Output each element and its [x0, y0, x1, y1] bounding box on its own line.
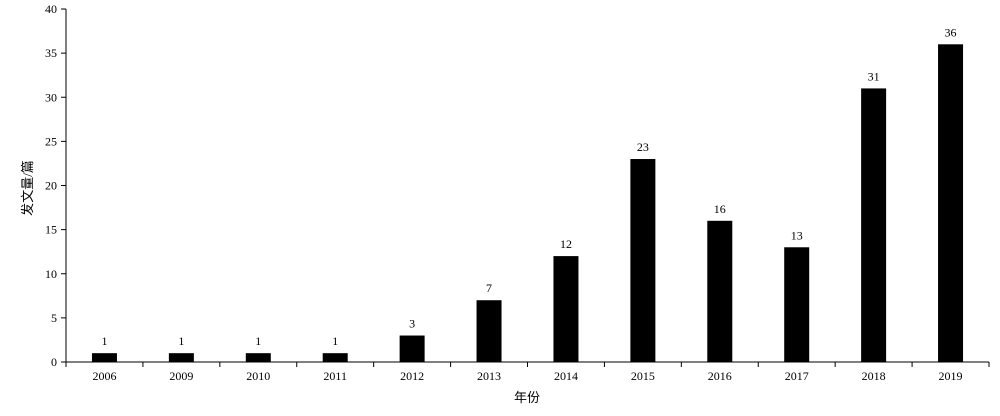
bar-2009	[168, 353, 194, 362]
x-tick-label: 2016	[708, 369, 732, 383]
y-tick-label: 10	[45, 267, 57, 281]
data-label-2017: 13	[791, 228, 803, 242]
bar-2006	[91, 353, 117, 362]
x-axis-title: 年份	[514, 390, 540, 405]
data-label-2009: 1	[178, 334, 184, 348]
y-tick-label: 25	[45, 134, 57, 148]
data-label-2014: 12	[560, 237, 572, 251]
bars-group	[91, 44, 964, 363]
x-tick-label: 2017	[785, 369, 809, 383]
x-tick-label: 2015	[631, 369, 655, 383]
data-label-2011: 1	[332, 334, 338, 348]
y-tick-label: 5	[51, 311, 57, 325]
y-tick-label: 30	[45, 90, 57, 104]
bar-2016	[707, 220, 733, 362]
bar-2018	[861, 88, 887, 363]
data-label-2013: 7	[486, 281, 492, 295]
x-tick-label: 2010	[246, 369, 270, 383]
x-tick-label: 2006	[92, 369, 116, 383]
bar-2010	[245, 353, 271, 362]
data-label-2012: 3	[409, 317, 415, 331]
y-tick-label: 20	[45, 179, 57, 193]
bar-2019	[938, 44, 964, 363]
bar-2017	[784, 247, 810, 362]
x-tick-label: 2014	[554, 369, 578, 383]
y-tick-label: 15	[45, 223, 57, 237]
y-tick-label: 35	[45, 46, 57, 60]
x-tick-label: 2019	[939, 369, 963, 383]
data-label-2019: 36	[945, 25, 957, 39]
bar-2014	[553, 256, 579, 362]
x-tick-label: 2012	[400, 369, 424, 383]
data-label-2006: 1	[101, 334, 107, 348]
y-tick-label: 40	[45, 2, 57, 16]
data-label-2015: 23	[637, 140, 649, 154]
x-tick-label: 2009	[169, 369, 193, 383]
x-axis: 2006 2009 2010 2011 2012 2013 2014 2015 2016 2017…	[65, 361, 990, 383]
x-tick-label: 2011	[323, 369, 347, 383]
bar-2011	[322, 353, 348, 362]
data-label-2018: 31	[868, 69, 880, 83]
x-tick-label: 2013	[477, 369, 501, 383]
bar-2013	[476, 300, 502, 362]
bar-2012	[399, 335, 425, 362]
y-axis: 0 5 10 15 20 25 30 35 40	[45, 2, 67, 369]
data-label-2016: 16	[714, 202, 726, 216]
x-tick-label: 2018	[862, 369, 886, 383]
bar-2015	[630, 159, 656, 362]
y-axis-title: 发文量/篇	[20, 160, 35, 216]
data-label-2010: 1	[255, 334, 261, 348]
y-tick-label: 0	[51, 355, 57, 369]
